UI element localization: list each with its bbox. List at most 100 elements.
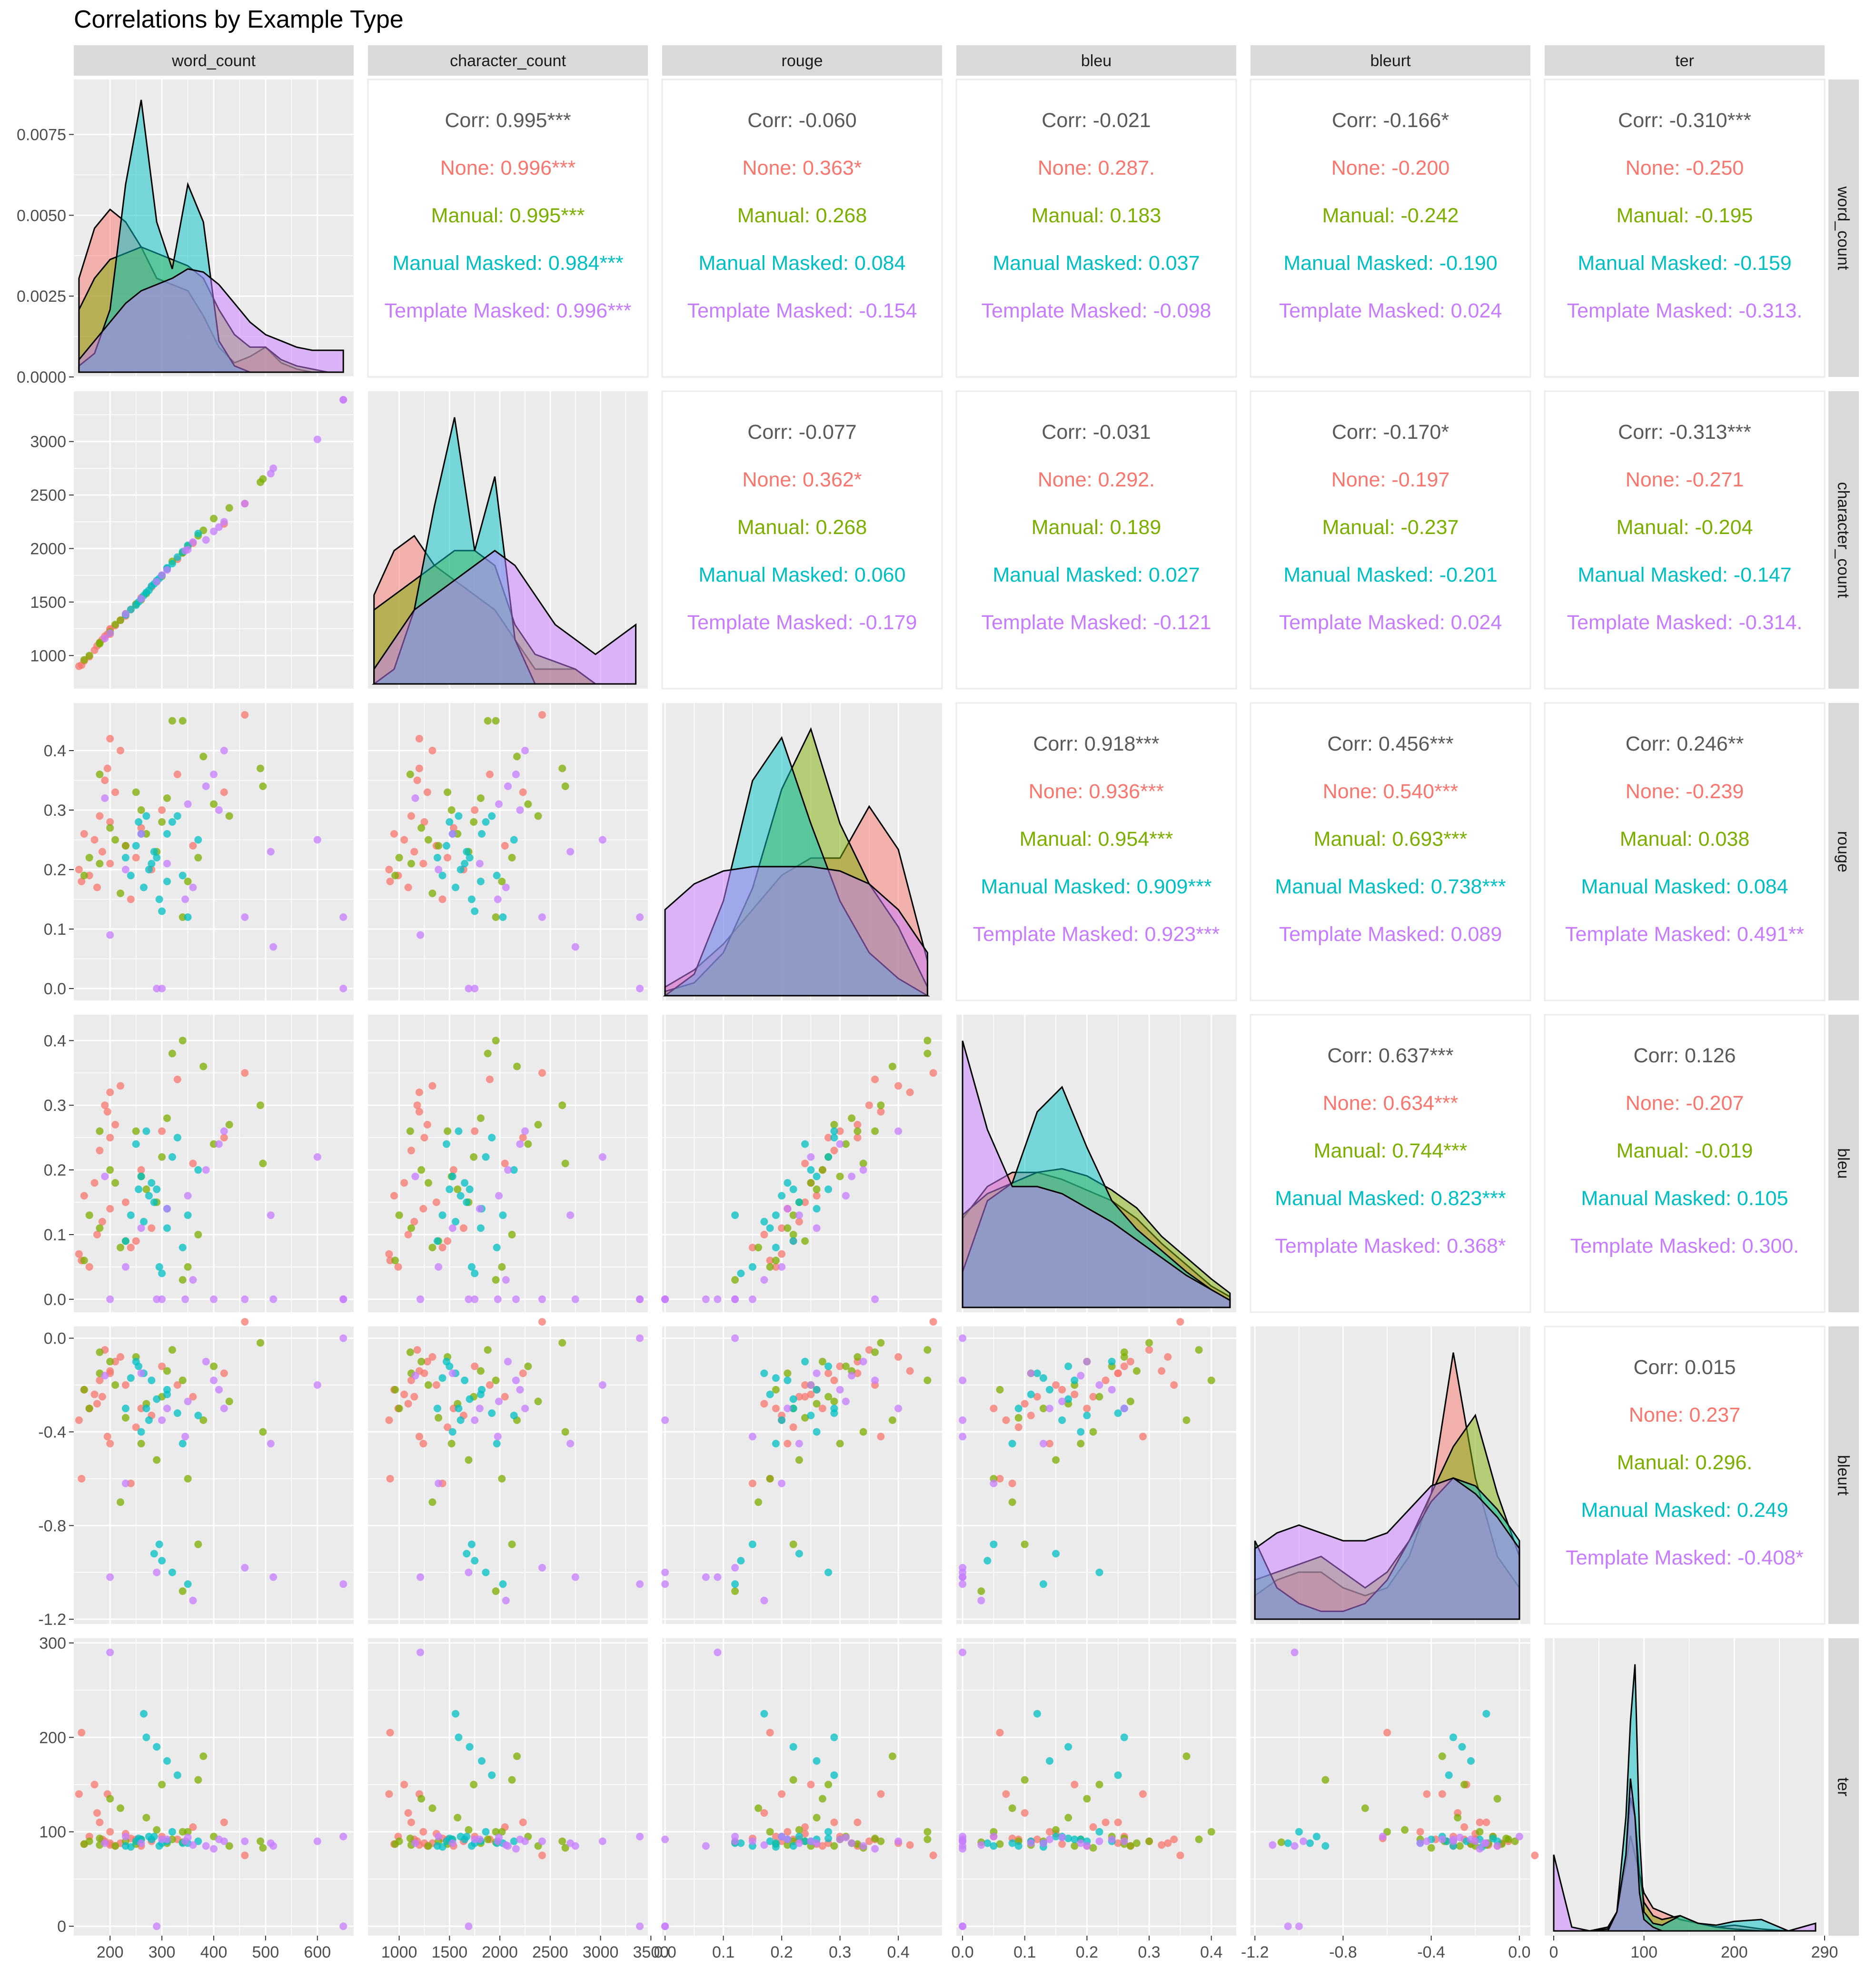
scatter-point-manual-masked xyxy=(466,1743,474,1751)
scatter-point-manual xyxy=(508,1231,516,1238)
scatter-point-none xyxy=(1046,1828,1053,1836)
scatter-point-manual xyxy=(85,1405,93,1413)
scatter-point-manual-masked xyxy=(466,1185,474,1193)
scatter-point-manual xyxy=(1383,1828,1391,1836)
scatter-point-manual-masked xyxy=(772,1244,780,1252)
scatter-point-manual xyxy=(1095,1781,1103,1789)
scatter-point-manual-masked xyxy=(824,1834,833,1842)
scatter-point-manual-masked xyxy=(463,1832,471,1840)
scatter-point-template-masked xyxy=(339,1580,347,1588)
scatter-point-manual-masked xyxy=(433,1842,441,1850)
scatter-point-manual xyxy=(1207,1376,1215,1385)
scatter-point-manual-masked xyxy=(482,1828,490,1836)
scatter-point-template-masked xyxy=(748,1837,756,1845)
scatter-point-manual xyxy=(96,1834,104,1842)
scatter-point-manual-masked xyxy=(184,1211,192,1219)
scatter-point-manual xyxy=(492,1376,500,1385)
scatter-point-manual xyxy=(111,621,119,629)
x-tick-label: 500 xyxy=(252,1943,279,1961)
scatter-point-template-masked xyxy=(1108,1835,1116,1843)
scatter-point-manual-masked xyxy=(760,1217,768,1226)
scatter-point-manual-masked xyxy=(1108,1357,1116,1365)
scatter-point-template-masked xyxy=(153,578,161,586)
scatter-point-none xyxy=(394,1263,402,1271)
scatter-point-manual-masked xyxy=(830,1127,838,1135)
corr-label-manual: Manual: -0.195 xyxy=(1617,204,1753,227)
scatter-point-manual xyxy=(484,1835,492,1843)
scatter-point-template-masked xyxy=(220,747,228,754)
scatter-point-manual xyxy=(168,1346,176,1354)
scatter-point-manual xyxy=(1052,1826,1060,1834)
x-tick-label: 0.3 xyxy=(1138,1943,1160,1961)
scatter-point-manual xyxy=(801,1414,809,1422)
scatter-point-manual xyxy=(179,1276,187,1284)
corr-label-corr: Corr: 0.637*** xyxy=(1327,1044,1454,1067)
scatter-point-template-masked xyxy=(163,566,171,574)
scatter-point-manual xyxy=(1077,1440,1085,1448)
scatter-point-none xyxy=(85,1263,93,1271)
scatter-point-none xyxy=(173,1381,181,1389)
scatter-point-manual-masked xyxy=(448,1172,457,1180)
scatter-point-template-masked xyxy=(598,1153,606,1161)
scatter-point-manual-masked xyxy=(466,854,474,861)
scatter-panel-character_count-vs-rouge xyxy=(368,703,648,1000)
scatter-point-none xyxy=(90,1390,99,1398)
scatter-point-none xyxy=(106,1828,114,1836)
scatter-point-manual-masked xyxy=(153,1185,161,1193)
scatter-point-manual-masked xyxy=(772,1440,780,1448)
scatter-point-template-masked xyxy=(894,1127,903,1135)
scatter-point-none xyxy=(1052,1381,1060,1389)
corr-label-manual: Manual: 0.995*** xyxy=(431,204,585,227)
scatter-point-none xyxy=(419,1205,427,1213)
strip-label-top-bleurt: bleurt xyxy=(1370,52,1411,70)
scatter-point-manual-masked xyxy=(493,871,501,880)
scatter-point-manual xyxy=(830,1397,838,1405)
scatter-point-manual-masked xyxy=(789,1842,797,1850)
y-tick-label: 1500 xyxy=(30,594,66,612)
y-tick-label: 100 xyxy=(39,1823,66,1841)
x-tick-label: 0.2 xyxy=(770,1943,793,1961)
scatter-point-manual-masked xyxy=(142,812,150,820)
scatter-point-manual xyxy=(1021,1776,1029,1784)
scatter-point-none xyxy=(80,1192,88,1200)
corr-label-template-masked: Template Masked: -0.098 xyxy=(982,299,1211,322)
scatter-point-template-masked xyxy=(417,1648,424,1656)
scatter-point-template-masked xyxy=(106,931,114,939)
scatter-point-template-masked xyxy=(571,943,579,951)
scatter-point-template-masked xyxy=(215,1835,223,1843)
scatter-point-none xyxy=(1021,1400,1029,1408)
scatter-point-manual-masked xyxy=(168,1568,176,1576)
scatter-point-template-masked xyxy=(795,1440,803,1448)
scatter-point-none xyxy=(415,764,423,772)
corr-label-none: None: -0.250 xyxy=(1626,157,1744,179)
scatter-point-manual-masked xyxy=(731,1211,739,1219)
scatter-point-manual-masked xyxy=(766,1224,774,1232)
scatter-point-manual xyxy=(1460,1781,1469,1789)
scatter-point-manual xyxy=(1195,1346,1203,1354)
scatter-point-manual xyxy=(406,771,414,778)
scatter-point-manual xyxy=(199,1752,208,1760)
x-tick-label: -0.8 xyxy=(1329,1943,1357,1961)
scatter-point-none xyxy=(220,788,228,796)
scatter-point-manual xyxy=(1126,1397,1134,1405)
strip-label-right-word_count: word_count xyxy=(1834,186,1852,270)
scatter-point-manual-masked xyxy=(824,1153,833,1161)
scatter-point-manual-masked xyxy=(127,605,135,613)
scatter-point-template-masked xyxy=(571,1842,579,1850)
scatter-point-manual xyxy=(766,1263,774,1271)
corr-label-template-masked: Template Masked: -0.314. xyxy=(1567,611,1803,634)
corr-label-none: None: 0.287. xyxy=(1038,157,1155,179)
scatter-point-none xyxy=(75,1790,83,1798)
scatter-point-template-masked xyxy=(661,1922,669,1930)
scatter-point-manual-masked xyxy=(1449,1733,1457,1741)
scatter-point-manual xyxy=(476,1114,485,1122)
scatter-point-none xyxy=(78,1474,86,1483)
scatter-point-template-masked xyxy=(807,1153,815,1161)
scatter-point-template-masked xyxy=(1046,1835,1053,1843)
scatter-point-manual-masked xyxy=(153,1395,161,1403)
corr-label-template-masked: Template Masked: -0.313. xyxy=(1567,299,1803,322)
scatter-point-manual xyxy=(80,1385,88,1394)
scatter-point-template-masked xyxy=(871,1376,879,1385)
scatter-point-none xyxy=(818,1405,826,1413)
corr-label-manual-masked: Manual Masked: 0.084 xyxy=(698,252,905,275)
